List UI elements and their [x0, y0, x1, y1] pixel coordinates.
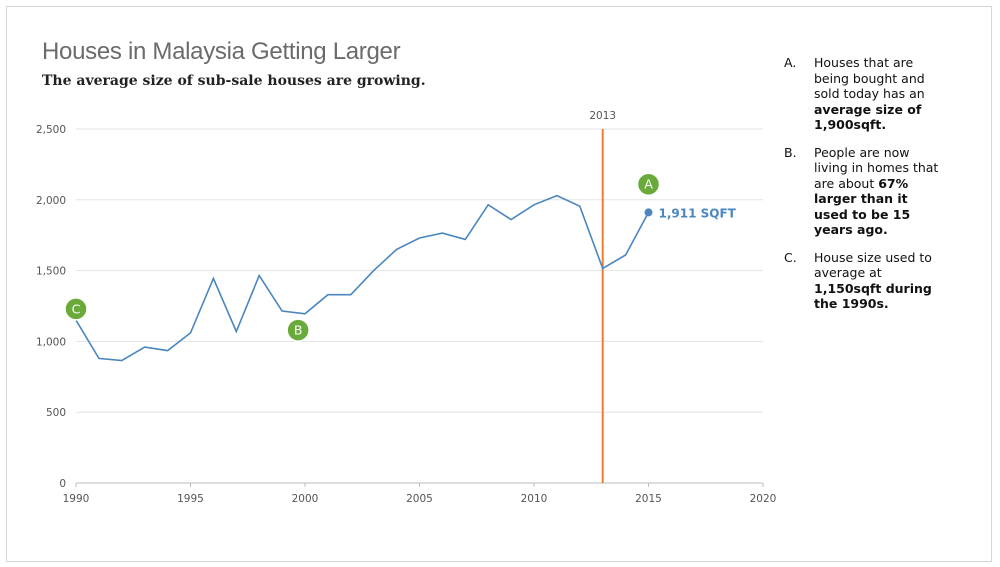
note-emphasis: 1,150sqft during the 1990s. [814, 280, 932, 312]
note-letter: C. [784, 249, 797, 265]
x-tick-labels: 1990 1995 2000 2005 2010 2015 2020 [63, 483, 777, 505]
series-line [75, 194, 650, 362]
marker-circle [636, 172, 661, 196]
note-text: People are now living in homes that are … [814, 144, 939, 238]
y-tick-labels: 0 500 1,000 1,500 2,000 2,500 [36, 124, 66, 490]
y-tick-label: 0 [59, 478, 66, 490]
marker-letter: C [72, 301, 81, 316]
marker-b: B [286, 318, 310, 342]
reference-line: 2013 [589, 110, 616, 483]
end-value-label: 1,911 SQFT [659, 206, 737, 220]
x-tick-label: 2005 [406, 493, 433, 505]
note-item: B. People are now living in homes that a… [784, 145, 944, 238]
chart-title: Houses in Malaysia Getting Larger [42, 38, 401, 65]
end-label-group: 1,911 SQFT [659, 206, 737, 220]
x-tick-label: 2015 [635, 493, 662, 505]
marker-letter: B [294, 323, 303, 338]
y-tick-label: 1,000 [36, 336, 66, 348]
note-letter: A. [784, 55, 797, 70]
x-tick-label: 2020 [750, 493, 777, 505]
marker-letter: A [644, 177, 653, 192]
chart-subtitle: The average size of sub-sale houses are … [42, 73, 426, 89]
note-text: Houses that are being bought and sold to… [814, 55, 925, 133]
y-tick-label: 500 [46, 407, 66, 419]
reference-line-label: 2013 [589, 110, 616, 122]
chart-frame [6, 6, 992, 562]
end-point [644, 208, 653, 217]
y-tick-label: 2,000 [36, 195, 66, 207]
annotation-markers: A B C [64, 172, 661, 342]
y-tick-label: 2,500 [36, 124, 66, 136]
note-emphasis: 67% larger than it used to be 15 years a… [814, 175, 911, 238]
x-tick-label: 1990 [63, 493, 90, 505]
annotation-notes: A. Houses that are being bought and sold… [784, 55, 944, 324]
marker-a: A [636, 172, 661, 196]
marker-circle [286, 318, 310, 342]
x-tick-label: 1995 [177, 493, 204, 505]
x-tick-label: 2000 [292, 493, 319, 505]
x-tick-label: 2010 [521, 493, 548, 505]
note-emphasis: average size of 1,900sqft. [814, 101, 922, 133]
marker-circle [64, 297, 88, 321]
y-tick-label: 1,500 [36, 266, 66, 278]
marker-c: C [64, 297, 88, 321]
note-item: C. House size used to average at 1,150sq… [784, 250, 944, 312]
note-letter: B. [784, 144, 797, 160]
note-text: House size used to average at 1,150sqft … [814, 249, 932, 312]
note-item: A. Houses that are being bought and sold… [784, 55, 944, 133]
data-points [75, 195, 653, 361]
